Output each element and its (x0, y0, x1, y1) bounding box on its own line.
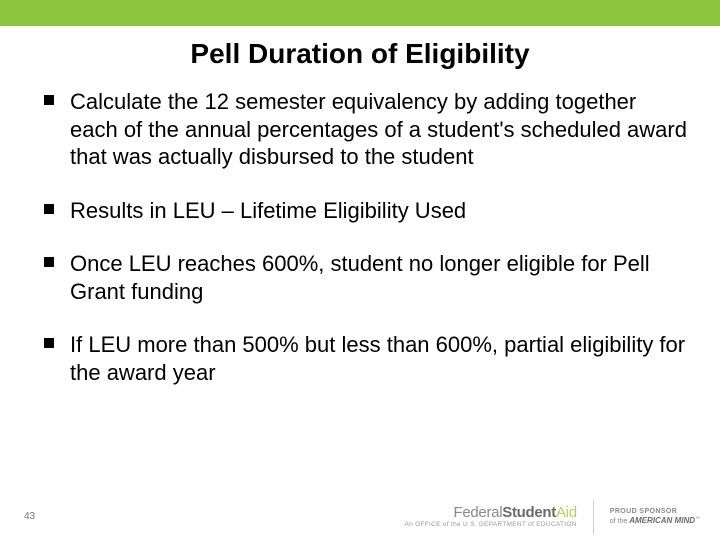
logo-word-federal: Federal (453, 504, 502, 521)
sponsor-tagline: PROUD SPONSOR of the AMERICAN MIND™ (610, 507, 700, 526)
logo-main-text: FederalStudentAid (404, 505, 576, 520)
sponsor-line1: PROUD SPONSOR (610, 507, 700, 516)
slide-title: Pell Duration of Eligibility (30, 38, 690, 70)
slide-footer: 43 FederalStudentAid An OFFICE of the U.… (0, 492, 720, 540)
sponsor-prefix: of the (610, 518, 628, 525)
list-item: If LEU more than 500% but less than 600%… (44, 331, 690, 386)
list-item: Once LEU reaches 600%, student no longer… (44, 250, 690, 305)
footer-divider (593, 500, 594, 534)
bullet-list: Calculate the 12 semester equivalency by… (30, 88, 690, 386)
federal-student-aid-logo: FederalStudentAid An OFFICE of the U.S. … (404, 505, 576, 529)
logo-word-student: Student (502, 504, 556, 521)
accent-top-bar (0, 0, 720, 26)
footer-logo-block: FederalStudentAid An OFFICE of the U.S. … (404, 500, 700, 534)
logo-word-aid: Aid (556, 504, 577, 521)
list-item: Calculate the 12 semester equivalency by… (44, 88, 690, 171)
slide-content: Pell Duration of Eligibility Calculate t… (0, 26, 720, 386)
sponsor-main: AMERICAN MIND (629, 516, 695, 525)
logo-subline: An OFFICE of the U.S. DEPARTMENT of EDUC… (404, 522, 576, 529)
sponsor-line2: of the AMERICAN MIND™ (610, 516, 700, 526)
page-number: 43 (24, 511, 35, 522)
list-item: Results in LEU – Lifetime Eligibility Us… (44, 197, 690, 225)
trademark-icon: ™ (695, 516, 700, 522)
